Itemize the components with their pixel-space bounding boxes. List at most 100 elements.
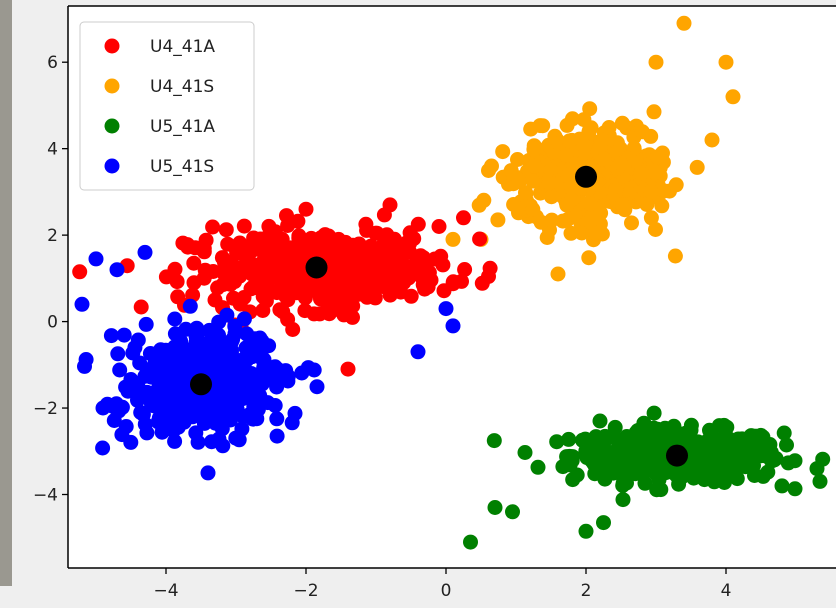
point-u5-41a xyxy=(747,468,762,483)
point-u4-41a xyxy=(436,283,452,299)
point-u5-41a xyxy=(646,405,662,421)
point-u5-41s xyxy=(178,321,194,337)
point-u5-41a xyxy=(787,453,803,469)
point-u4-41a xyxy=(312,306,328,322)
point-u5-41a xyxy=(734,442,750,458)
point-u4-41a xyxy=(236,258,252,274)
y-axis-ticks: −4 −2 0 2 4 6 xyxy=(33,53,68,506)
point-u4-41a xyxy=(358,272,374,288)
point-u5-41a xyxy=(597,428,613,444)
point-u4-41a xyxy=(415,277,431,293)
point-u4-41a xyxy=(290,213,306,229)
point-u5-41s xyxy=(157,372,173,388)
point-u4-41s xyxy=(643,183,659,199)
point-u5-41s xyxy=(284,415,300,431)
point-u4-41s xyxy=(582,214,598,230)
point-u4-41a xyxy=(186,275,202,291)
point-u5-41a xyxy=(592,413,608,429)
point-u5-41s xyxy=(74,296,90,312)
legend: U4_41A U4_41S U5_41A U5_41S xyxy=(79,21,255,191)
point-u4-41a xyxy=(298,201,314,217)
x-axis-ticks: −4 −2 0 2 4 xyxy=(153,568,731,601)
point-u4-41s xyxy=(526,141,542,157)
point-u5-41a xyxy=(812,473,828,489)
point-u5-41s xyxy=(167,433,183,449)
point-u5-41s xyxy=(214,421,230,437)
point-u5-41a xyxy=(561,431,577,447)
point-u5-41s xyxy=(238,340,254,356)
point-u5-41s xyxy=(410,344,426,360)
point-u4-41s xyxy=(725,89,741,105)
point-u4-41s xyxy=(614,115,630,131)
point-u4-41s xyxy=(667,248,683,264)
point-u4-41a xyxy=(386,263,402,279)
point-u5-41s xyxy=(156,354,172,370)
point-u5-41a xyxy=(517,445,533,460)
point-u5-41s xyxy=(205,342,220,358)
point-u5-41s xyxy=(177,390,192,406)
point-u5-41s xyxy=(445,318,461,334)
point-u4-41s xyxy=(563,225,579,241)
point-u5-41a xyxy=(607,419,623,435)
point-u4-41s xyxy=(587,225,603,241)
x-tick-label: 2 xyxy=(581,581,592,601)
point-u5-41a xyxy=(719,419,735,435)
point-u4-41a xyxy=(330,281,346,297)
point-u5-41s xyxy=(262,371,278,387)
point-u4-41s xyxy=(704,132,720,148)
point-u5-41s xyxy=(78,352,94,367)
point-u5-41s xyxy=(95,440,111,456)
point-u4-41s xyxy=(668,177,684,193)
point-u5-41a xyxy=(615,492,631,508)
point-u5-41a xyxy=(590,443,606,459)
point-u5-41s xyxy=(132,355,148,371)
point-u5-41s xyxy=(200,465,216,481)
point-u4-41a xyxy=(324,303,340,318)
point-u5-41a xyxy=(774,478,790,494)
point-u5-41s xyxy=(215,438,231,454)
legend-label: U4_41A xyxy=(150,37,215,57)
point-u5-41s xyxy=(88,251,104,267)
y-tick-label: 4 xyxy=(47,140,58,160)
legend-label: U5_41A xyxy=(150,117,215,137)
point-u4-41s xyxy=(503,163,519,179)
point-u5-41s xyxy=(135,406,151,422)
point-u5-41s xyxy=(139,425,155,441)
point-u4-41a xyxy=(207,292,223,308)
point-u5-41a xyxy=(620,467,636,483)
point-u5-41s xyxy=(161,421,177,437)
point-u5-41s xyxy=(145,346,161,362)
point-u5-41s xyxy=(195,403,211,419)
point-u4-41a xyxy=(236,218,252,234)
point-u4-41s xyxy=(577,138,593,154)
point-u4-41s xyxy=(541,175,557,191)
point-u4-41s xyxy=(533,214,549,230)
point-u4-41s xyxy=(544,189,559,205)
point-u5-41s xyxy=(184,343,200,359)
point-u4-41a xyxy=(321,245,337,261)
point-u4-41s xyxy=(646,104,662,120)
point-u4-41s xyxy=(615,197,630,213)
point-u4-41s xyxy=(650,149,665,165)
legend-label: U4_41S xyxy=(150,77,214,97)
point-u4-41a xyxy=(306,233,322,249)
point-u4-41a xyxy=(279,208,294,224)
point-u5-41a xyxy=(559,449,575,465)
point-u5-41s xyxy=(95,400,111,416)
y-tick-label: 0 xyxy=(47,313,58,333)
point-u5-41s xyxy=(294,365,310,381)
point-u4-41a xyxy=(278,271,293,287)
point-u4-41s xyxy=(558,147,574,163)
point-u4-41s xyxy=(633,165,649,181)
point-u5-41s xyxy=(144,396,159,412)
point-u4-41a xyxy=(291,230,307,246)
point-u5-41a xyxy=(809,461,825,477)
point-u4-41a xyxy=(158,269,174,285)
point-u4-41a xyxy=(336,307,352,323)
point-u5-41s xyxy=(256,360,272,376)
y-tick-label: −2 xyxy=(33,399,58,419)
point-u4-41a xyxy=(342,265,358,281)
point-u4-41s xyxy=(596,151,612,167)
point-u4-41a xyxy=(205,219,221,235)
point-u5-41s xyxy=(245,411,261,427)
